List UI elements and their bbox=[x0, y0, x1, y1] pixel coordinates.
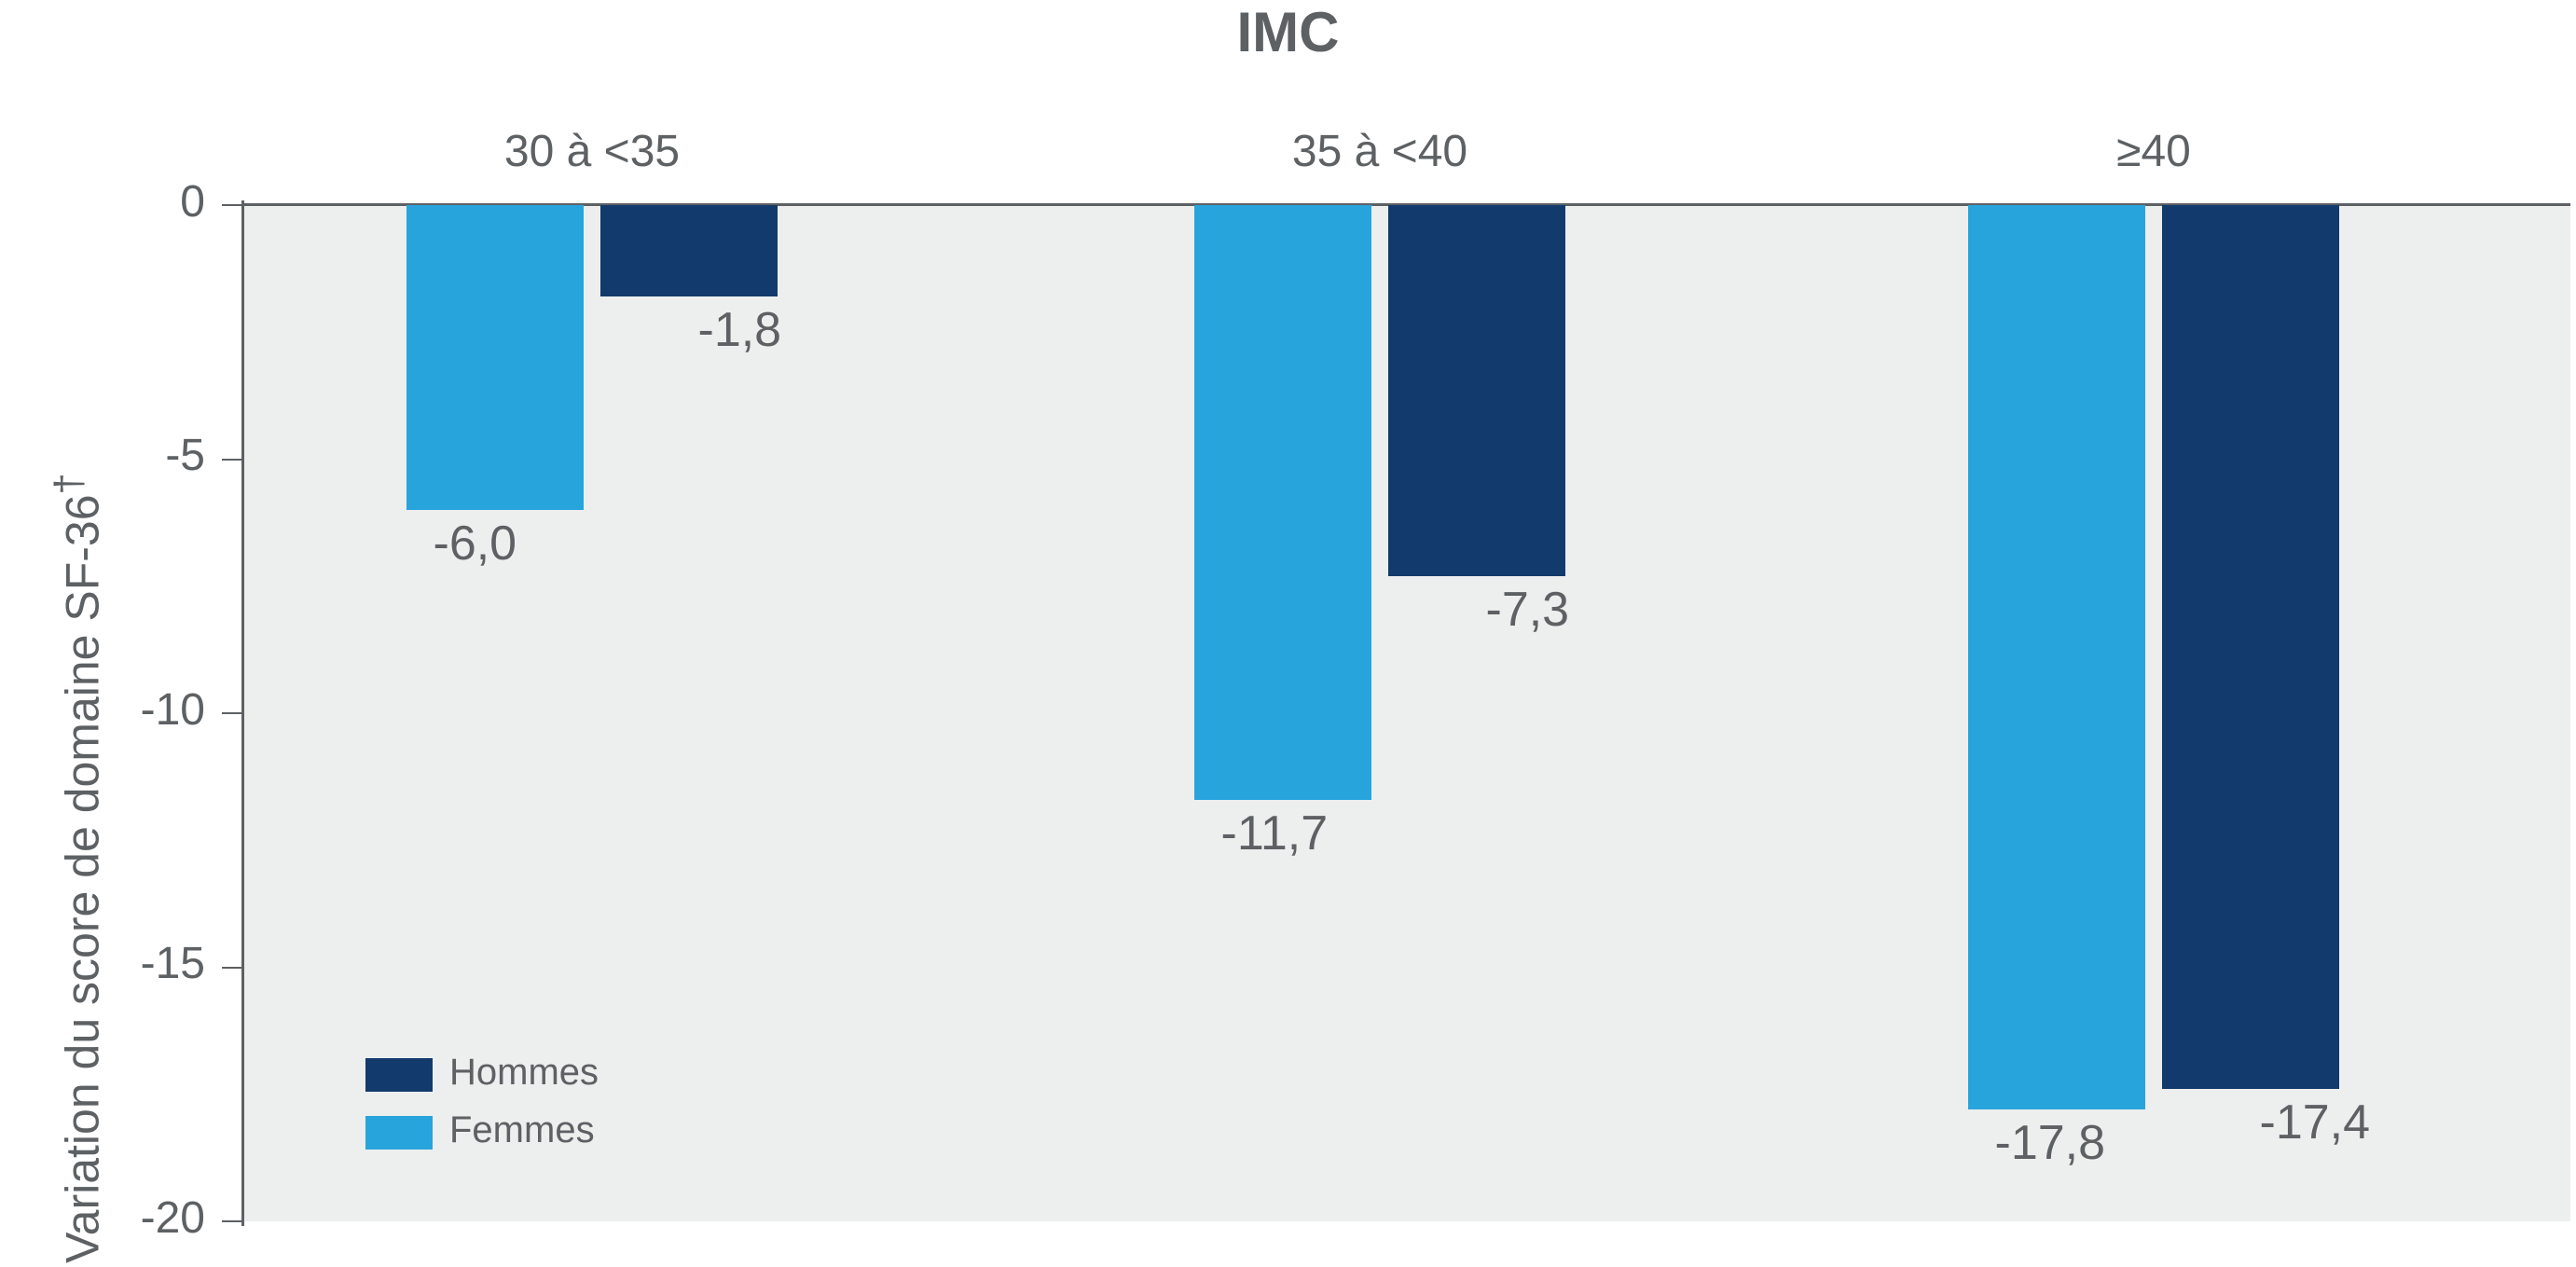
y-tick-label: -20 bbox=[93, 1192, 205, 1244]
legend-label-hommes: Hommes bbox=[449, 1052, 599, 1094]
bar-hommes bbox=[600, 205, 778, 296]
bar-value-label: -1,8 bbox=[698, 302, 782, 358]
bar-value-label: -7,3 bbox=[1486, 582, 1570, 638]
bar-femmes bbox=[1194, 205, 1371, 800]
bar-value-label: -11,7 bbox=[1221, 806, 1329, 861]
bar-femmes bbox=[1968, 205, 2145, 1109]
y-axis-label-text: Variation du score de domaine SF-36 bbox=[57, 494, 109, 1263]
bar-value-label: -17,8 bbox=[1995, 1115, 2106, 1171]
bar-value-label: -6,0 bbox=[434, 516, 517, 572]
category-label: ≥40 bbox=[1967, 126, 2340, 177]
y-tick-label: -5 bbox=[93, 430, 205, 481]
y-tick-mark bbox=[222, 712, 244, 714]
y-tick-mark bbox=[222, 204, 244, 206]
chart-supertitle: IMC bbox=[0, 0, 2576, 64]
chart-root: IMC Variation du score de domaine SF-36†… bbox=[0, 0, 2576, 1267]
bar-hommes bbox=[2162, 205, 2339, 1089]
y-tick-label: 0 bbox=[93, 176, 205, 227]
bar-value-label: -17,4 bbox=[2260, 1095, 2371, 1150]
legend-label-femmes: Femmes bbox=[449, 1109, 595, 1151]
bar-hommes bbox=[1388, 205, 1565, 576]
category-label: 30 à <35 bbox=[406, 126, 778, 177]
legend-swatch-femmes bbox=[365, 1116, 433, 1150]
category-label: 35 à <40 bbox=[1193, 126, 1566, 177]
y-tick-label: -15 bbox=[93, 938, 205, 989]
legend-swatch-hommes bbox=[365, 1058, 433, 1092]
y-tick-mark bbox=[222, 967, 244, 969]
bar-femmes bbox=[406, 205, 584, 510]
y-tick-mark bbox=[222, 1220, 244, 1222]
y-tick-label: -10 bbox=[93, 684, 205, 736]
y-tick-mark bbox=[222, 459, 244, 461]
y-axis-label-super: † bbox=[47, 473, 90, 494]
y-axis-label: Variation du score de domaine SF-36† bbox=[47, 473, 110, 1263]
